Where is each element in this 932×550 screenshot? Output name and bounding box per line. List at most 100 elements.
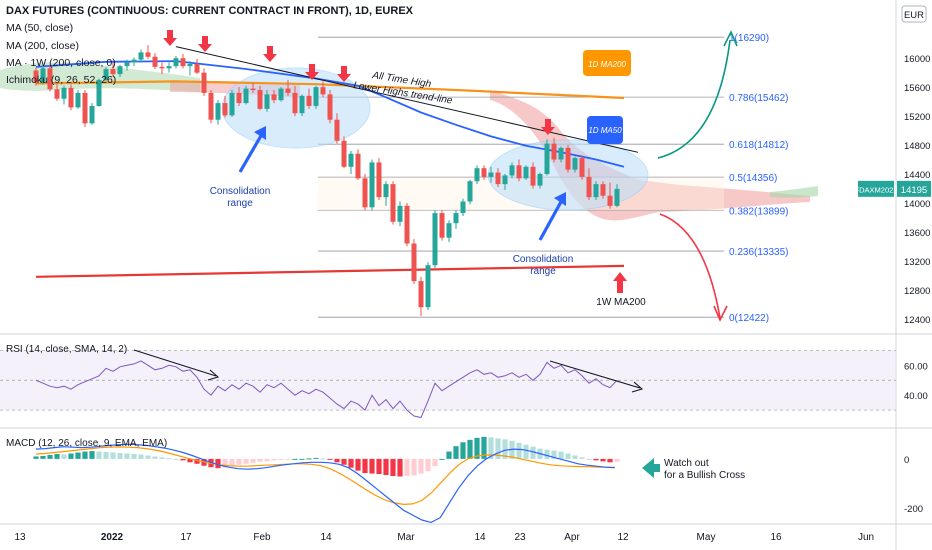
candle-body xyxy=(495,172,501,185)
blue-arrow-head-icon xyxy=(254,126,266,140)
macd-histogram-bar xyxy=(558,451,564,459)
candle-body xyxy=(110,69,116,75)
chart-title: DAX FUTURES (CONTINUOUS: CURRENT CONTRAC… xyxy=(6,5,414,17)
macd-signal-line xyxy=(35,446,615,506)
callout-1d-ma200 xyxy=(583,50,631,76)
macd-histogram-bar xyxy=(439,458,445,460)
candle-body xyxy=(320,87,326,95)
green-arrow-left-icon xyxy=(642,458,660,478)
candle-body xyxy=(362,178,368,208)
candle-body xyxy=(530,166,536,186)
macd-histogram-bar xyxy=(110,452,116,459)
macd-histogram-bar xyxy=(362,458,368,474)
candle-body xyxy=(187,63,193,67)
candle-body xyxy=(376,162,382,198)
candle-body xyxy=(89,105,95,124)
rsi-divergence-line xyxy=(133,349,217,377)
candle-body xyxy=(82,92,88,124)
macd-histogram-bar xyxy=(376,458,382,475)
candle-body xyxy=(131,59,137,63)
macd-histogram-bar xyxy=(180,458,186,461)
candle-body xyxy=(537,174,543,186)
candle-body xyxy=(551,143,557,160)
symbol-tag-label: FDAXM2022 xyxy=(855,185,898,194)
fib-label: 0.786(15462) xyxy=(729,93,789,104)
price-tick-label: 12800 xyxy=(904,286,930,297)
ichimoku-cloud-green xyxy=(770,186,818,198)
candle-body xyxy=(474,168,480,182)
time-tick-label: May xyxy=(697,532,716,543)
legend-ma1w200[interactable]: MA · 1W (200, close, 0) xyxy=(6,57,116,69)
candle-body xyxy=(607,195,613,206)
candle-body xyxy=(117,66,123,75)
macd-histogram-bar xyxy=(152,456,158,459)
macd-histogram-bar xyxy=(418,458,424,474)
red-arrow-icon xyxy=(337,66,351,82)
candle-body xyxy=(250,88,256,91)
macd-histogram-bar xyxy=(502,439,508,459)
bearish-projection-curve xyxy=(659,213,721,319)
candle-body xyxy=(61,87,67,99)
candle-body xyxy=(383,184,389,198)
price-tick-label: 15600 xyxy=(904,83,930,94)
candle-body xyxy=(369,162,375,208)
macd-histogram-bar xyxy=(530,446,536,459)
candle-body xyxy=(544,143,550,174)
macd-histogram-bar xyxy=(432,458,438,467)
candle-body xyxy=(425,265,431,308)
macd-histogram-bar xyxy=(222,458,228,468)
consolidation-label: Consolidation xyxy=(210,186,271,197)
macd-histogram-bar xyxy=(348,458,354,468)
candle-body xyxy=(166,66,172,69)
consolidation-label: range xyxy=(227,198,253,209)
time-tick-label: 23 xyxy=(514,532,526,543)
macd-histogram-bar xyxy=(600,458,606,462)
fib-label: 0.5(14356) xyxy=(729,173,777,184)
candle-body xyxy=(75,92,81,108)
callout-1d-ma50-label: 1D MA50 xyxy=(588,126,622,135)
currency-label: EUR xyxy=(904,10,924,21)
fib-label: 0.236(13335) xyxy=(729,247,789,258)
red-arrow-icon xyxy=(263,46,277,62)
macd-histogram-bar xyxy=(565,453,571,459)
macd-histogram-bar xyxy=(159,457,165,459)
legend-ma50[interactable]: MA (50, close) xyxy=(6,22,73,34)
fib-label: 1(16290) xyxy=(729,33,769,44)
price-tick-label: 16000 xyxy=(904,54,930,65)
current-price-tag xyxy=(897,180,931,197)
macd-histogram-bar xyxy=(369,458,375,474)
red-arrow-icon xyxy=(198,36,212,52)
candle-body xyxy=(404,205,410,244)
time-tick-label: 14 xyxy=(474,532,486,543)
macd-histogram-bar xyxy=(271,458,277,461)
legend-ichimoku[interactable]: Ichimoku (9, 26, 52, 26) xyxy=(6,74,116,86)
candle-body xyxy=(215,103,221,120)
blue-arrow-icon xyxy=(538,199,564,241)
candle-body xyxy=(271,94,277,101)
macd-histogram-bar xyxy=(96,451,102,459)
green-arrow-head-icon xyxy=(723,30,738,47)
candle-body xyxy=(502,175,508,185)
ma-1w200-line xyxy=(35,264,625,278)
macd-histogram-bar xyxy=(481,436,487,459)
price-tick-label: 14000 xyxy=(904,199,930,210)
macd-histogram-bar xyxy=(411,458,417,476)
macd-histogram-bar xyxy=(523,444,529,459)
macd-pane: MACD (12, 26, close, 9, EMA, EMA) Watch o… xyxy=(6,436,745,524)
fib-label: 0(12422) xyxy=(729,313,769,324)
macd-histogram-bar xyxy=(33,456,39,459)
red-arrow-icon xyxy=(541,119,555,135)
candle-body xyxy=(432,213,438,266)
consolidation-label: Consolidation xyxy=(513,254,574,265)
candle-body xyxy=(68,87,74,108)
time-tick-label: Apr xyxy=(564,532,580,543)
candle-body xyxy=(509,165,515,176)
legend-ma200[interactable]: MA (200, close) xyxy=(6,40,79,52)
macd-histogram-bar xyxy=(320,458,326,460)
blue-arrow-head-icon xyxy=(554,192,566,206)
candle-body xyxy=(236,92,242,104)
macd-histogram-bar xyxy=(257,458,263,462)
macd-note: for a Bullish Cross xyxy=(664,470,745,481)
currency-box[interactable] xyxy=(901,5,927,23)
